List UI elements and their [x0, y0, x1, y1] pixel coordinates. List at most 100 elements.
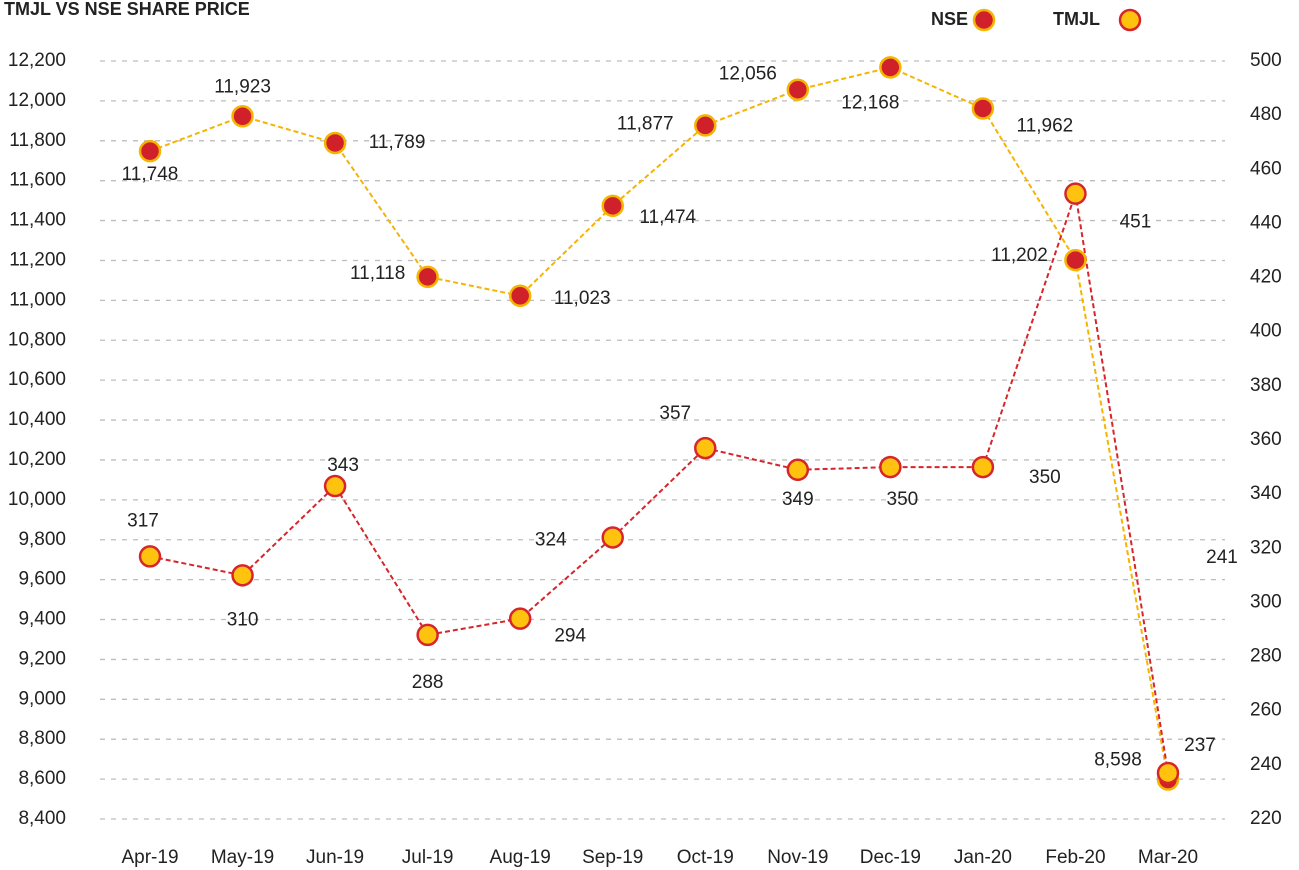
y-tick-label: 11,400 [9, 210, 66, 231]
y-tick-label: 8,400 [18, 808, 66, 829]
y2-tick-label: 240 [1250, 754, 1282, 775]
data-label: 288 [412, 672, 444, 693]
data-point [231, 564, 254, 587]
data-point [601, 194, 624, 218]
data-label: 317 [127, 510, 159, 531]
y-tick-label: 11,200 [9, 249, 66, 270]
data-label: 11,789 [369, 132, 426, 153]
data-label: 12,056 [719, 64, 777, 85]
y2-tick-label: 280 [1250, 646, 1282, 667]
data-point [416, 265, 439, 289]
y2-tick-label: 480 [1250, 104, 1282, 125]
data-label: 11,202 [991, 245, 1048, 266]
y-tick-label: 11,000 [9, 289, 66, 310]
annotation: 241 [1206, 547, 1238, 568]
y2-tick-label: 360 [1250, 429, 1282, 450]
y2-tick-label: 420 [1250, 267, 1282, 288]
data-point [231, 105, 254, 128]
x-tick-label: Aug-19 [490, 847, 551, 868]
y-tick-label: 9,400 [18, 609, 66, 630]
data-label: 324 [535, 529, 567, 550]
data-label: 12,168 [841, 92, 899, 113]
data-label: 11,923 [214, 76, 271, 97]
y2-tick-label: 320 [1250, 537, 1282, 558]
data-label: 350 [1029, 467, 1061, 488]
data-point [508, 284, 532, 308]
data-point [1064, 182, 1087, 205]
series-line [149, 193, 1169, 774]
data-point [694, 114, 717, 137]
x-tick-label: Sep-19 [582, 847, 643, 868]
y2-tick-label: 340 [1250, 483, 1282, 504]
data-point [323, 131, 347, 155]
data-label: 349 [782, 489, 814, 510]
y-tick-label: 10,000 [8, 489, 66, 510]
y-tick-label: 9,000 [18, 688, 66, 709]
data-label: 11,748 [122, 164, 179, 185]
series-line [149, 66, 1169, 780]
y2-tick-label: 380 [1250, 375, 1282, 396]
data-label: 451 [1120, 212, 1152, 233]
data-point [138, 545, 162, 568]
data-point [786, 78, 810, 101]
legend-label: NSE [931, 9, 968, 29]
y-tick-label: 10,600 [8, 369, 66, 390]
data-label: 11,877 [617, 113, 674, 134]
data-point [786, 458, 810, 482]
legend-marker [1118, 8, 1142, 32]
data-point [971, 455, 995, 479]
x-tick-label: Feb-20 [1045, 847, 1105, 868]
y2-tick-label: 500 [1250, 50, 1282, 71]
x-tick-label: Apr-19 [121, 847, 178, 868]
data-point [1156, 761, 1180, 785]
data-label: 237 [1184, 735, 1216, 756]
y2-tick-label: 220 [1250, 808, 1282, 829]
legend-label: TMJL [1053, 9, 1100, 29]
data-label: 294 [554, 626, 586, 647]
y-tick-label: 12,200 [8, 50, 66, 71]
data-point [416, 623, 439, 647]
y-tick-label: 10,400 [8, 409, 66, 430]
y2-tick-label: 400 [1250, 321, 1282, 342]
data-label: 11,474 [639, 207, 696, 228]
data-point [694, 436, 717, 460]
y-tick-label: 11,600 [9, 170, 66, 191]
x-tick-label: Jun-19 [306, 847, 364, 868]
y-tick-label: 9,200 [18, 648, 66, 669]
y2-tick-label: 440 [1250, 212, 1282, 233]
chart-title: TMJL VS NSE SHARE PRICE [4, 0, 250, 19]
data-label: 343 [327, 455, 359, 476]
y-tick-label: 8,800 [18, 728, 66, 749]
y2-tick-label: 300 [1250, 591, 1282, 612]
data-label: 8,598 [1094, 750, 1142, 771]
data-label: 357 [659, 403, 691, 424]
y-tick-label: 10,200 [8, 449, 66, 470]
data-label: 350 [887, 489, 919, 510]
data-label: 11,962 [1017, 115, 1074, 136]
y-tick-label: 12,000 [8, 90, 66, 111]
data-label: 11,023 [554, 288, 611, 309]
y-tick-label: 9,800 [18, 529, 66, 550]
data-point [508, 607, 532, 630]
y2-tick-label: 260 [1250, 700, 1282, 721]
x-tick-label: Oct-19 [677, 847, 734, 868]
x-tick-label: Mar-20 [1138, 847, 1198, 868]
data-point [323, 474, 347, 498]
x-tick-label: Dec-19 [860, 847, 921, 868]
x-tick-label: Jul-19 [402, 847, 454, 868]
data-label: 310 [227, 609, 259, 630]
y2-tick-label: 460 [1250, 158, 1282, 179]
y-tick-label: 8,600 [18, 768, 66, 789]
data-point [879, 56, 902, 79]
x-tick-label: Nov-19 [767, 847, 828, 868]
y-tick-label: 9,600 [18, 569, 66, 590]
x-tick-label: Jan-20 [954, 847, 1012, 868]
data-point [971, 97, 995, 120]
data-point [879, 455, 902, 479]
x-tick-label: May-19 [211, 847, 274, 868]
data-point [601, 526, 624, 549]
data-point [138, 139, 162, 163]
data-label: 11,118 [350, 263, 405, 284]
y-tick-label: 11,800 [9, 130, 66, 151]
